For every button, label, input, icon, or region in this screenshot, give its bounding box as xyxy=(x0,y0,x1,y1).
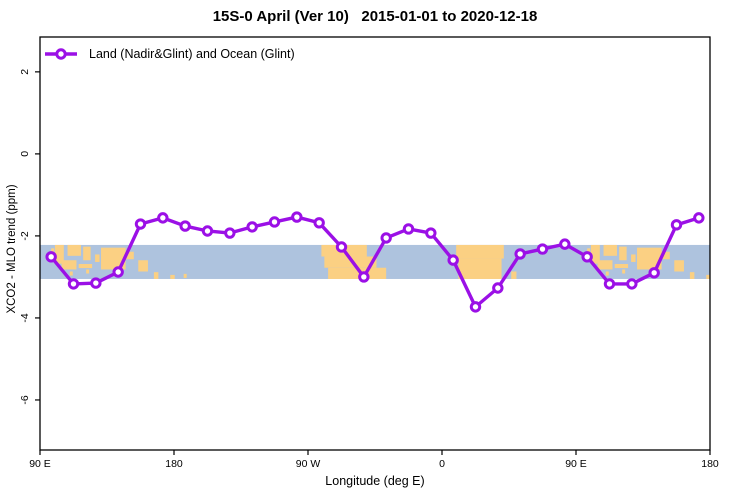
map-band-land-patch xyxy=(54,244,64,264)
chart-title: 15S-0 April (Ver 10) 2015-01-01 to 2020-… xyxy=(212,8,538,25)
data-point-marker xyxy=(358,271,370,283)
map-band-land-patch xyxy=(619,246,627,261)
map-band-land-patch xyxy=(631,254,636,262)
map-band-land-patch xyxy=(511,271,517,279)
map-band-land-patch xyxy=(61,260,77,270)
x-tick-label: 180 xyxy=(701,458,719,470)
x-tick-label: 0 xyxy=(439,458,445,470)
map-band-land-patch xyxy=(170,274,175,279)
data-point-marker xyxy=(514,248,526,260)
map-band-land-patch xyxy=(706,274,710,279)
legend: Land (Nadir&Glint) and Ocean (Glint) xyxy=(44,47,295,61)
data-point-marker xyxy=(45,251,57,263)
data-point-marker xyxy=(670,219,683,231)
x-tick-label: 180 xyxy=(165,458,183,470)
data-point-marker xyxy=(335,241,348,253)
map-band-land-patch xyxy=(83,246,91,261)
map-band-land-patch xyxy=(590,244,600,264)
map-band-land-patch xyxy=(689,272,695,279)
data-point-marker xyxy=(425,227,437,239)
map-band-land-patch xyxy=(458,258,502,279)
data-point-marker xyxy=(268,216,281,228)
data-point-marker xyxy=(559,238,571,250)
x-tick-label: 90 W xyxy=(296,458,321,470)
data-point-marker xyxy=(246,221,258,233)
map-band-land-patch xyxy=(603,244,617,256)
x-tick-label: 90 E xyxy=(29,458,51,470)
data-point-marker xyxy=(447,254,459,266)
x-tick-label: 90 E xyxy=(565,458,587,470)
map-band-land-patch xyxy=(138,260,148,272)
data-point-marker xyxy=(581,251,593,263)
map-band-land-patch xyxy=(605,271,609,276)
map-band-land-patch xyxy=(660,251,670,260)
data-point-marker xyxy=(536,243,549,255)
data-point-marker xyxy=(693,212,705,224)
data-point-marker xyxy=(380,232,392,244)
data-point-marker xyxy=(469,301,482,313)
data-point-marker xyxy=(112,266,124,278)
data-point-marker xyxy=(134,218,147,230)
plot-box xyxy=(39,36,711,451)
map-band-land-patch xyxy=(328,267,387,279)
data-point-marker xyxy=(157,212,169,224)
map-band-land-patch xyxy=(324,256,377,268)
y-axis-label: XCO2 - MLO trend (ppm) xyxy=(6,184,18,314)
data-point-marker xyxy=(291,211,303,223)
x-axis-label: Longitude (deg E) xyxy=(325,474,425,488)
map-band-land-patch xyxy=(101,247,126,270)
map-band-land-patch xyxy=(124,251,134,260)
data-point-marker xyxy=(313,217,325,229)
data-point-marker xyxy=(626,278,638,290)
y-tick-label: -2 xyxy=(19,231,31,240)
data-point-marker xyxy=(90,277,102,289)
data-point-marker xyxy=(201,225,214,237)
map-band-land-patch xyxy=(622,269,626,274)
y-tick-label: -6 xyxy=(19,395,31,404)
y-tick-label: 2 xyxy=(19,69,31,75)
data-point-marker xyxy=(67,278,80,290)
map-band-land-patch xyxy=(86,269,90,274)
map-band-land-patch xyxy=(153,272,159,279)
map-band-land-patch xyxy=(674,260,684,272)
map-band-land-patch xyxy=(78,263,93,269)
legend-line-marker-icon xyxy=(45,48,77,60)
data-point-marker xyxy=(492,282,504,294)
data-point-marker xyxy=(179,220,191,232)
data-point-marker xyxy=(402,223,415,235)
map-band-land-patch xyxy=(69,271,73,276)
y-tick-label: 0 xyxy=(19,151,31,157)
legend-label: Land (Nadir&Glint) and Ocean (Glint) xyxy=(89,47,295,61)
data-point-marker xyxy=(224,227,236,239)
map-band-land-patch xyxy=(597,260,613,270)
data-point-marker xyxy=(603,278,616,290)
map-band-land-patch xyxy=(614,263,629,269)
map-band-land-patch xyxy=(456,244,504,259)
map-band-land-patch xyxy=(637,247,662,270)
map-band-land-patch xyxy=(95,254,100,262)
y-tick-label: -4 xyxy=(19,313,31,322)
map-band-land-patch xyxy=(67,244,81,256)
map-band-land-patch xyxy=(183,273,187,278)
data-point-marker xyxy=(648,267,660,279)
